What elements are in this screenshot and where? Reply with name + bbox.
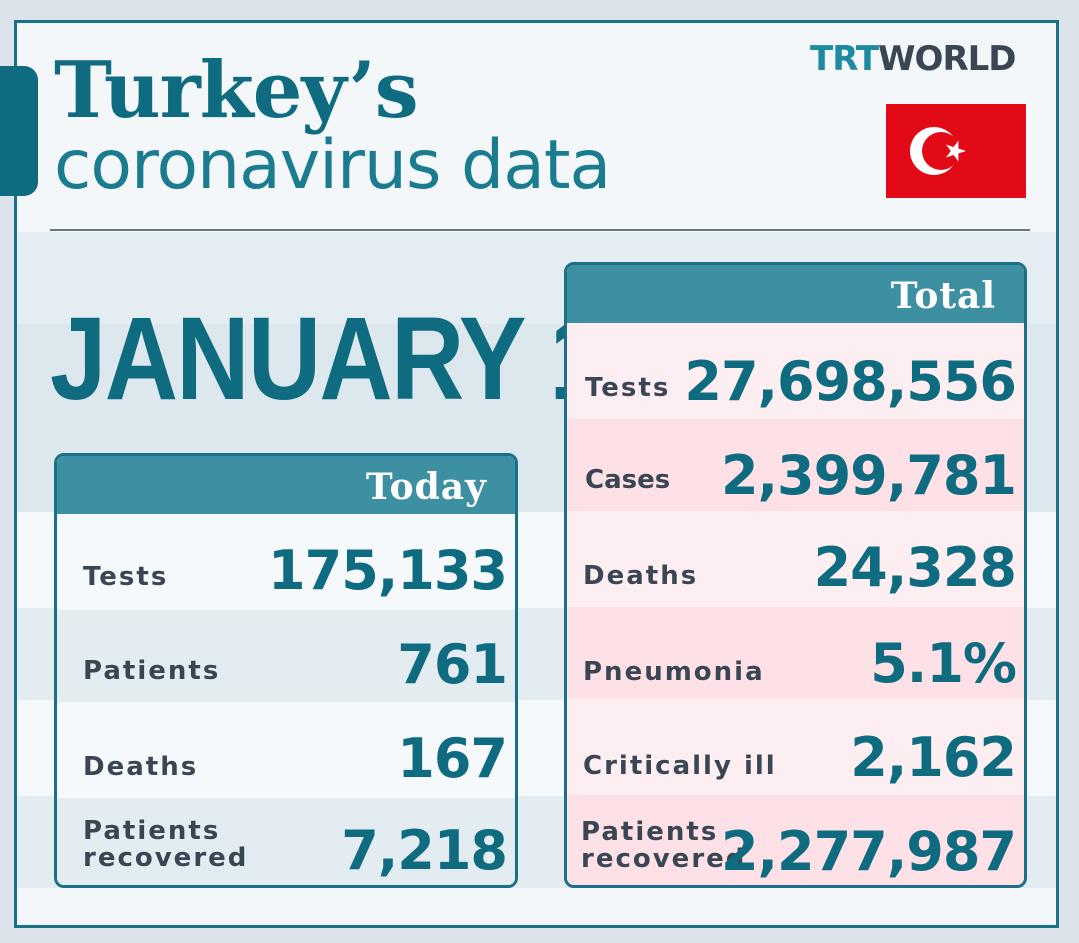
- today-row-recovered: Patients recovered 7,218: [57, 798, 515, 885]
- total-row-critically-ill: Critically ill 2,162: [567, 699, 1024, 795]
- trt-world-logo: TRTWORLD: [810, 39, 1017, 79]
- turkey-flag-icon: [886, 104, 1026, 198]
- today-patients-label: Patients: [83, 656, 221, 686]
- total-recovered-value: 2,277,987: [720, 820, 1017, 883]
- total-tests-label: Tests: [585, 373, 671, 403]
- today-heading: Today: [365, 466, 487, 508]
- today-deaths-label: Deaths: [83, 752, 199, 782]
- title-line-1: Turkey’s: [54, 45, 419, 136]
- today-row-deaths: Deaths 167: [57, 702, 515, 798]
- today-card-header: Today: [57, 456, 515, 514]
- today-row-tests: Tests 175,133: [57, 514, 515, 610]
- today-deaths-value: 167: [397, 727, 508, 790]
- total-row-tests: Tests 27,698,556: [567, 323, 1024, 419]
- total-recovered-label-1: Patients: [581, 817, 719, 847]
- total-tests-value: 27,698,556: [684, 350, 1017, 413]
- total-row-recovered: Patients recovered 2,277,987: [567, 795, 1024, 885]
- today-card: Today Tests 175,133 Patients 761 Deaths …: [54, 453, 518, 888]
- total-deaths-value: 24,328: [813, 536, 1017, 599]
- total-row-pneumonia: Pneumonia 5.1%: [567, 607, 1024, 699]
- today-tests-label: Tests: [83, 562, 169, 592]
- total-heading: Total: [890, 275, 996, 317]
- total-pneumonia-label: Pneumonia: [583, 657, 765, 687]
- report-date: JANUARY 19: [50, 293, 661, 425]
- total-cases-label: Cases: [585, 465, 671, 495]
- total-pneumonia-value: 5.1%: [870, 632, 1017, 695]
- title-line-2: coronavirus data: [54, 126, 611, 205]
- total-row-cases: Cases 2,399,781: [567, 419, 1024, 511]
- today-recovered-label-1: Patients: [83, 816, 221, 846]
- total-deaths-label: Deaths: [583, 561, 699, 591]
- total-critically-ill-value: 2,162: [850, 726, 1017, 789]
- today-row-patients: Patients 761: [57, 610, 515, 702]
- total-recovered-label-2: recovered: [581, 844, 747, 874]
- accent-tab: [0, 66, 38, 196]
- today-recovered-label-2: recovered: [83, 843, 249, 873]
- total-card-header: Total: [567, 265, 1024, 323]
- today-patients-value: 761: [397, 633, 508, 696]
- header-divider: [50, 229, 1030, 231]
- today-recovered-value: 7,218: [341, 819, 508, 882]
- total-card: Total Tests 27,698,556 Cases 2,399,781 D…: [564, 262, 1027, 888]
- total-row-deaths: Deaths 24,328: [567, 511, 1024, 607]
- total-critically-ill-label: Critically ill: [583, 751, 777, 781]
- total-cases-value: 2,399,781: [720, 444, 1017, 507]
- today-tests-value: 175,133: [268, 539, 508, 602]
